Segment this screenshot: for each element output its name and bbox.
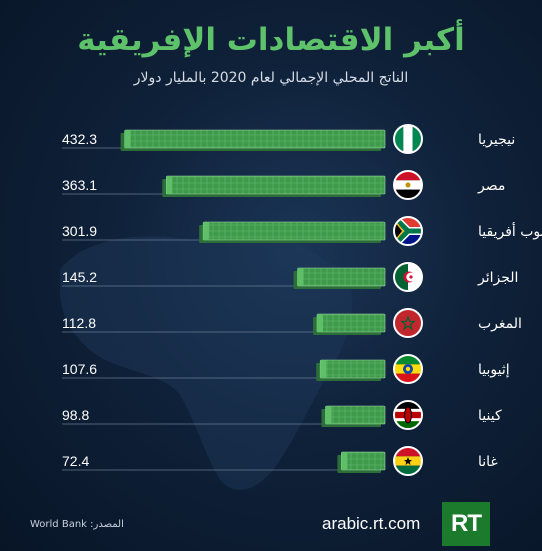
bar-edge (317, 314, 324, 332)
chart-title: أكبر الاقتصادات الإفريقية (77, 22, 465, 58)
bar (319, 359, 386, 379)
category-label: كينيا (478, 408, 502, 424)
bar (316, 313, 386, 333)
bar-row: 72.4 غانا (62, 446, 498, 476)
bar-chart: 432.3 نيجيريا 363.1 مصر 301.9 جنوب أفريقيا 145… (62, 124, 542, 476)
value-label: 72.4 (62, 453, 89, 469)
flag-ring (393, 262, 423, 292)
flag-ring (393, 170, 423, 200)
flag-ring (393, 216, 423, 246)
ethiopia-flag (394, 355, 422, 383)
value-label: 301.9 (62, 223, 97, 239)
flag-ring (393, 308, 423, 338)
bar (166, 175, 386, 195)
category-label: الجزائر (477, 270, 518, 286)
website-url[interactable]: arabic.rt.com (322, 514, 421, 533)
category-label: جنوب أفريقيا (478, 222, 542, 240)
category-label: المغرب (478, 316, 522, 332)
value-label: 112.8 (62, 315, 96, 331)
bar-edge (124, 130, 131, 148)
category-label: غانا (478, 454, 498, 470)
flag-ring (393, 400, 423, 430)
bar-row: 301.9 جنوب أفريقيا (62, 216, 542, 246)
bar-row: 107.6 إثيوبيا (62, 354, 510, 384)
bar (325, 405, 386, 425)
bar (202, 221, 386, 241)
bar-edge (341, 452, 348, 470)
value-label: 432.3 (62, 131, 97, 147)
egypt-flag (394, 171, 422, 199)
bar-row: 98.8 كينيا (62, 400, 502, 430)
value-label: 145.2 (62, 269, 97, 285)
bar-row: 363.1 مصر (62, 170, 505, 200)
value-label: 107.6 (62, 361, 97, 377)
bar-edge (325, 406, 332, 424)
category-label: إثيوبيا (478, 362, 510, 378)
bar-row: 112.8 المغرب (62, 308, 522, 338)
bar (341, 451, 386, 471)
nigeria-flag (394, 125, 422, 153)
bar (297, 267, 386, 287)
flag-ring (393, 354, 423, 384)
bar-row: 432.3 نيجيريا (62, 124, 515, 154)
bar-edge (166, 176, 173, 194)
bar (124, 129, 386, 149)
bar-row: 145.2 الجزائر (62, 262, 518, 292)
bar-edge (203, 222, 210, 240)
algeria-flag (394, 263, 422, 291)
source-note: المصدر: World Bank (30, 519, 124, 530)
value-label: 363.1 (62, 177, 97, 193)
flag-ring (393, 124, 423, 154)
value-label: 98.8 (62, 407, 89, 423)
chart-subtitle: الناتج المحلي الإجمالي لعام 2020 بالمليا… (133, 70, 409, 86)
ghana-flag (394, 447, 422, 475)
bar-edge (320, 360, 327, 378)
rt-logo: RT (442, 502, 490, 546)
category-label: مصر (477, 178, 505, 194)
flag-ring (393, 446, 423, 476)
category-label: نيجيريا (478, 132, 515, 148)
bar-edge (297, 268, 304, 286)
